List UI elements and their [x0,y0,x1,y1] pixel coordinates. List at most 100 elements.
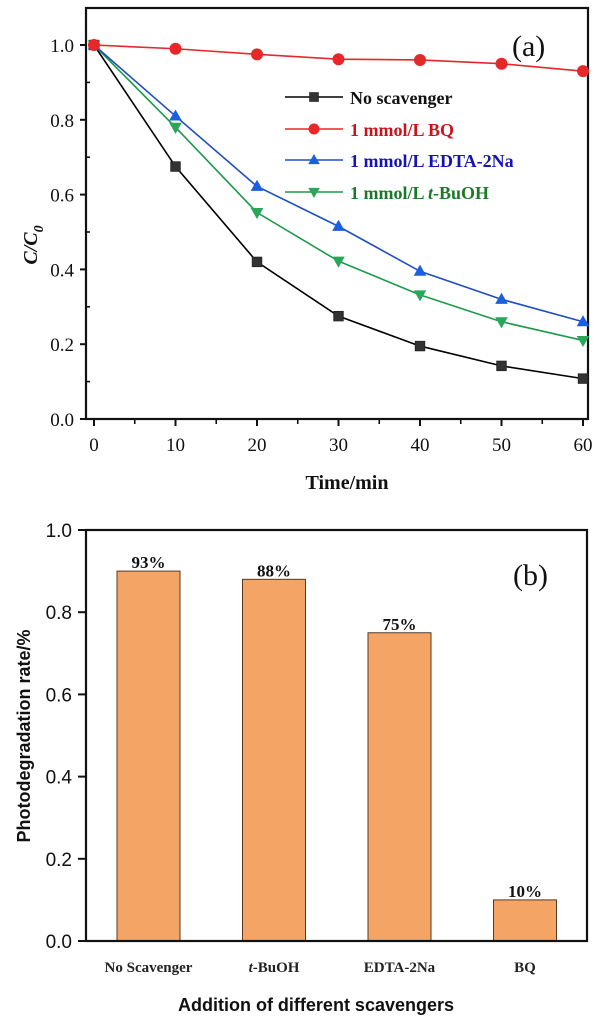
plot-frame-a [84,6,590,421]
x-category-label-part: -BuOH [253,960,300,976]
bar-data-label-edta-2na: 75% [383,615,417,634]
data-point-1-mmol-l-bq [495,57,508,70]
bar-edta-2na [367,632,432,942]
data-point-no-scavenger [251,256,263,268]
x-category-label-part: BQ [514,960,536,976]
x-category-label-part: EDTA-2Na [364,960,436,976]
plot-frame-b [84,528,589,943]
legend-label-part: 1 mmol/L BQ [350,120,454,140]
legend-item-no-scavenger: No scavenger [285,88,452,108]
legend-label-part: No scavenger [350,88,452,108]
x-category-label-t-buoh: t-BuOH [249,960,300,976]
x-axis-ticks-a: 0 10 20 30 40 50 60 [89,419,593,456]
y-tick-label-a: 0.6 [50,186,74,207]
x-category-label-edta-2na: EDTA-2Na [364,960,436,976]
data-point-1-mmol-l-t-buoh [169,122,182,134]
bar-t-buoh [242,578,306,942]
data-point-1-mmol-l-edta-2na [332,219,345,231]
y-tick-label-a: 0.4 [50,260,74,281]
panel-b-photodegradation-bars: 93% 88% 75% 10% 0.0 0.2 0.4 0.6 0.8 1.0 No Scave… [14,521,589,1015]
panel-label-b: (b) [513,559,548,592]
data-point-no-scavenger [414,340,426,352]
legend-item-1-mmol-l-bq: 1 mmol/L BQ [285,120,454,140]
x-tick-label-a: 0 [89,435,99,456]
y-tick-label-a: 0.0 [50,410,74,431]
y-axis-title-b: Photodegradation rate/% [14,629,34,842]
legend-marker-1-mmol-l-edta-2na [308,153,320,165]
x-category-label-part: No Scavenger [105,960,193,976]
legend-a: No scavenger 1 mmol/L BQ 1 mmol/L EDTA-2Na… [285,88,514,203]
legend-label-part: 1 mmol/L EDTA-2Na [350,151,514,171]
y-tick-label-a: 0.2 [50,335,74,356]
bar-data-label-bq: 10% [508,882,542,901]
data-point-1-mmol-l-bq [88,39,100,51]
y-tick-label-b: 0.4 [46,768,73,789]
data-point-1-mmol-l-bq [414,53,426,66]
data-point-1-mmol-l-edta-2na [495,292,508,304]
x-axis-category-labels-b: No Scavenger t-BuOH EDTA-2Na BQ [105,960,537,976]
data-point-no-scavenger [496,360,507,372]
legend-label-part: 1 mmol/L [350,183,428,203]
bars-group-b: 93% 88% 75% 10% [116,553,557,942]
legend-marker-no-scavenger [309,92,319,102]
y-tick-label-b: 0.0 [46,932,72,953]
data-point-1-mmol-l-t-buoh [495,317,508,329]
legend-label-1-mmol-l-t-buoh: 1 mmol/L t-BuOH [350,183,489,203]
y-tick-label-b: 0.8 [46,603,72,624]
legend-label-part: t [428,183,434,203]
x-tick-label-a: 60 [574,435,593,456]
series-group-a [87,38,590,384]
data-point-no-scavenger [333,310,344,322]
y-axis-ticks-b: 0.0 0.2 0.4 0.6 0.8 1.0 [46,521,86,953]
data-point-1-mmol-l-edta-2na [576,315,590,327]
data-point-1-mmol-l-t-buoh [250,208,264,220]
panel-a-degradation-curves: 0.0 0.2 0.4 0.6 0.8 1.0 0 10 20 30 40 50 60 (a) No … [20,6,593,494]
bar-no-scavenger [116,570,181,942]
series-line-1-mmol-l-edta-2na [93,44,584,323]
y-axis-title-subscript: 0 [32,225,47,232]
y-tick-label-a: 0.8 [50,111,74,132]
y-axis-title-a: C/C0 [20,225,47,264]
legend-label-1-mmol-l-bq: 1 mmol/L BQ [350,120,454,140]
x-tick-label-a: 20 [248,435,267,456]
y-tick-label-a: 1.0 [50,36,74,57]
data-point-1-mmol-l-t-buoh [576,335,590,348]
data-point-1-mmol-l-edta-2na [169,109,182,121]
series-1-mmol-l-bq [88,39,589,78]
y-axis-title-main: C/C [20,232,42,265]
y-axis-ticks-a: 0.0 0.2 0.4 0.6 0.8 1.0 [50,36,90,431]
legend-marker-1-mmol-l-bq [308,123,320,135]
data-point-no-scavenger [577,373,589,384]
y-tick-label-b: 1.0 [46,521,72,542]
series-1-mmol-l-edta-2na [87,38,590,327]
data-point-1-mmol-l-edta-2na [413,264,427,276]
series-line-no-scavenger [93,44,584,380]
data-point-1-mmol-l-bq [169,42,182,55]
x-category-label-no-scavenger: No Scavenger [105,960,193,976]
data-point-1-mmol-l-t-buoh [413,290,427,302]
series-no-scavenger [88,39,589,384]
x-axis-title-a: Time/min [306,472,389,494]
legend-label-1-mmol-l-edta-2na: 1 mmol/L EDTA-2Na [350,151,514,171]
legend-marker-1-mmol-l-t-buoh [308,187,320,199]
x-category-label-bq: BQ [514,960,536,976]
data-point-1-mmol-l-bq [251,48,263,61]
x-axis-title-b: Addition of different scavengers [178,995,454,1015]
x-category-label-part: t [249,960,254,976]
data-point-1-mmol-l-edta-2na [250,179,264,191]
x-tick-label-a: 30 [329,435,348,456]
bar-bq [493,899,557,942]
series-1-mmol-l-t-buoh [87,40,590,348]
bar-data-label-no-scavenger: 93% [132,553,166,572]
legend-label-no-scavenger: No scavenger [350,88,452,108]
panel-label-a: (a) [512,30,545,63]
legend-item-1-mmol-l-t-buoh: 1 mmol/L t-BuOH [285,183,489,203]
legend-item-1-mmol-l-edta-2na: 1 mmol/L EDTA-2Na [285,151,514,171]
x-tick-label-a: 50 [492,435,511,456]
x-tick-label-a: 10 [166,435,185,456]
y-tick-label-b: 0.2 [46,850,72,871]
data-point-no-scavenger [170,161,181,172]
y-tick-label-b: 0.6 [46,685,72,706]
data-point-1-mmol-l-t-buoh [332,256,345,268]
